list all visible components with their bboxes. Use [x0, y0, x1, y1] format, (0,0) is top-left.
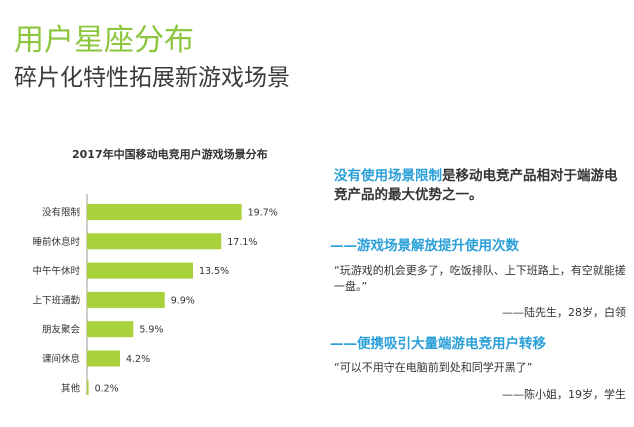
quote-1: “玩游戏的机会更多了，吃饭排队、上下班路上，有空就能搓一盘。”	[334, 264, 626, 293]
section-heading-2: ——便携吸引大量端游电竞用户转移	[330, 336, 546, 352]
value-label: 4.2%	[126, 354, 150, 365]
intro-rest: 是移动电竞产品相对于端游电竞产品的最大优势之一。	[334, 168, 618, 203]
value-label: 9.9%	[171, 295, 195, 306]
intro-text: 没有使用场景限制是移动电竞产品相对于端游电竞产品的最大优势之一。	[334, 167, 626, 205]
section-heading-1: ——游戏场景解放提升使用次数	[330, 238, 519, 254]
bar	[87, 379, 89, 395]
chart-title: 2017年中国移动电竞用户游戏场景分布	[72, 148, 268, 161]
page-title: 用户星座分布	[14, 23, 194, 58]
value-label: 13.5%	[199, 266, 229, 277]
value-label: 5.9%	[139, 325, 163, 336]
category-label: 朋友聚会	[42, 324, 81, 336]
bar	[87, 233, 222, 250]
bar-chart: 没有限制 19.7% 睡前休息时 17.1% 中午午休时 13.5% 上下班通勤 9.9% 朋友…	[32, 194, 278, 395]
value-label: 17.1%	[227, 237, 257, 248]
bar	[87, 350, 120, 367]
intro-highlight: 没有使用场景限制	[334, 168, 442, 184]
value-label: 0.2%	[95, 383, 119, 394]
bar	[87, 321, 134, 338]
category-label: 课间休息	[42, 353, 80, 365]
bar	[87, 291, 165, 308]
value-label: 19.7%	[248, 208, 278, 219]
bar	[87, 204, 242, 220]
category-label: 中午午休时	[32, 265, 80, 277]
quote-2: “可以不用守在电脑前到处和同学开黑了”	[334, 361, 533, 374]
bar	[87, 262, 193, 279]
category-label: 上下班通勤	[32, 294, 80, 306]
page-subtitle: 碎片化特性拓展新游戏场景	[14, 65, 290, 91]
attribution-2: ——陈小姐，19岁，学生	[502, 388, 626, 401]
category-label: 没有限制	[42, 207, 80, 219]
category-label: 其他	[61, 382, 81, 394]
category-label: 睡前休息时	[32, 236, 80, 248]
attribution-1: ——陆先生，28岁，白领	[502, 306, 626, 319]
